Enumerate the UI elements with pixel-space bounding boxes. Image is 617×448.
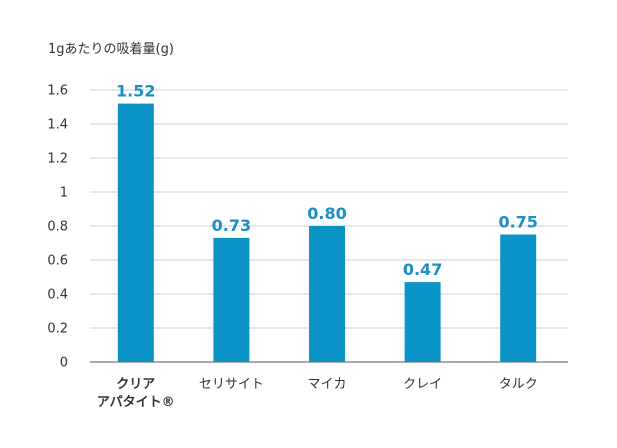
data-label: 0.80 bbox=[307, 204, 346, 223]
y-tick-label: 0.2 bbox=[47, 322, 68, 337]
bar bbox=[404, 282, 441, 362]
data-label: 0.75 bbox=[498, 213, 537, 232]
x-tick-label: マイカ bbox=[307, 377, 346, 392]
x-tick-label: セリサイト bbox=[199, 377, 264, 392]
data-label: 0.73 bbox=[212, 216, 251, 235]
x-tick-label: タルク bbox=[499, 377, 538, 392]
y-tick-labels: 0 0.2 0.4 0.6 0.8 1 1.2 1.4 1.6 bbox=[47, 84, 68, 371]
x-tick-label-line: アパタイト® bbox=[97, 395, 175, 410]
data-label: 1.52 bbox=[116, 82, 155, 101]
x-tick-label: クレイ bbox=[403, 377, 442, 392]
y-tick-label: 1.6 bbox=[47, 84, 68, 99]
x-tick-label-line: タルク bbox=[499, 377, 538, 392]
y-tick-label: 0.4 bbox=[47, 288, 68, 303]
bar bbox=[309, 226, 345, 362]
x-tick-label-line: マイカ bbox=[307, 377, 346, 392]
y-tick-label: 0.6 bbox=[47, 254, 68, 269]
y-tick-label: 1.4 bbox=[47, 118, 68, 133]
x-tick-labels: クリアアパタイト® セリサイト マイカ クレイ タルク bbox=[97, 377, 538, 410]
data-labels: 1.52 0.73 0.80 0.47 0.75 bbox=[116, 82, 538, 280]
y-tick-label: 0 bbox=[60, 356, 68, 371]
bar bbox=[117, 103, 154, 362]
x-tick-label-line: セリサイト bbox=[199, 377, 264, 392]
bar bbox=[500, 234, 537, 362]
x-tick-label-line: クリア bbox=[116, 377, 155, 392]
bars bbox=[117, 103, 537, 362]
x-tick-label: クリアアパタイト® bbox=[97, 377, 175, 410]
y-tick-label: 1 bbox=[60, 186, 68, 201]
bar bbox=[213, 237, 250, 362]
y-tick-label: 1.2 bbox=[47, 152, 68, 167]
y-tick-label: 0.8 bbox=[47, 220, 68, 235]
y-axis-label: 1gあたりの吸着量(g) bbox=[48, 41, 174, 57]
x-tick-label-line: クレイ bbox=[403, 377, 442, 392]
data-label: 0.47 bbox=[403, 260, 442, 279]
